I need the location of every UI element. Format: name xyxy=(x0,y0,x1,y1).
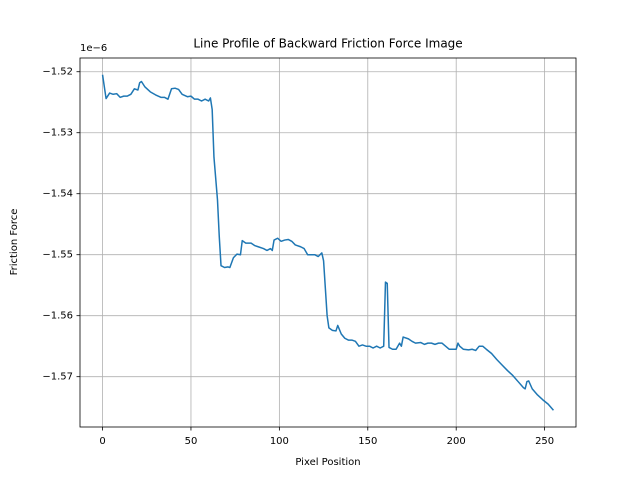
x-tick-label: 200 xyxy=(447,436,466,447)
y-offset-label: 1e−6 xyxy=(80,43,107,54)
x-tick-label: 0 xyxy=(99,436,105,447)
y-tick-label: −1.53 xyxy=(42,128,73,139)
data-line xyxy=(101,74,555,411)
x-tick-label: 100 xyxy=(270,436,289,447)
x-tick-label: 250 xyxy=(535,436,554,447)
chart-title: Line Profile of Backward Friction Force … xyxy=(193,37,462,51)
y-axis-label: Friction Force xyxy=(9,209,20,276)
x-tick-label: 50 xyxy=(185,436,198,447)
x-tick-label: 150 xyxy=(358,436,377,447)
y-tick-label: −1.57 xyxy=(42,372,73,383)
x-axis-label: Pixel Position xyxy=(295,457,360,468)
y-tick-label: −1.52 xyxy=(42,67,73,78)
plot-frame xyxy=(79,57,577,428)
y-tick-label: −1.54 xyxy=(42,189,73,200)
y-tick-label: −1.55 xyxy=(42,250,73,261)
y-tick-label: −1.56 xyxy=(42,311,73,322)
